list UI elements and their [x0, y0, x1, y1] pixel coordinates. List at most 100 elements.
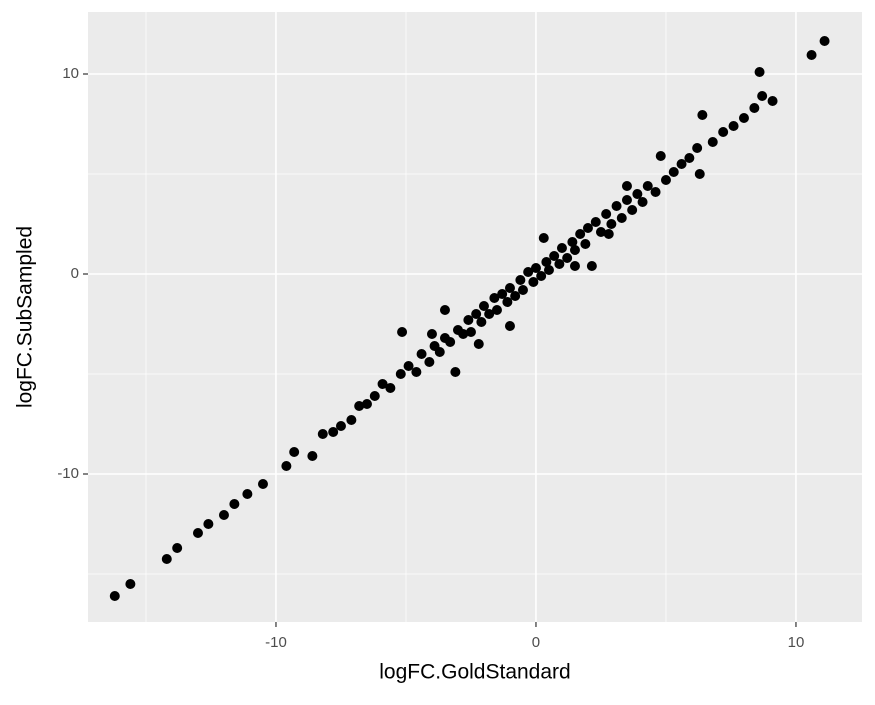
point — [515, 275, 526, 285]
point — [307, 451, 318, 461]
point — [549, 251, 560, 261]
point — [510, 291, 521, 301]
point — [504, 283, 515, 293]
point — [538, 233, 549, 243]
point — [543, 265, 554, 275]
point — [660, 175, 671, 185]
point — [806, 50, 817, 60]
point — [601, 209, 612, 219]
point — [328, 427, 339, 437]
x-tick-label: 10 — [788, 634, 805, 651]
point — [445, 337, 456, 347]
point — [465, 327, 476, 337]
point — [582, 223, 593, 233]
point — [523, 267, 534, 277]
point — [541, 257, 552, 267]
point — [463, 315, 474, 325]
point — [556, 243, 567, 253]
point — [257, 479, 268, 489]
point — [655, 151, 666, 161]
point — [606, 219, 617, 229]
point — [621, 181, 632, 191]
point — [424, 357, 435, 367]
point — [218, 510, 229, 520]
point — [491, 305, 502, 315]
point — [385, 383, 396, 393]
point — [476, 317, 487, 327]
point — [738, 113, 749, 123]
point — [289, 447, 300, 457]
y-tick-label: 0 — [71, 265, 79, 282]
point — [567, 237, 578, 247]
point — [590, 217, 601, 227]
point — [692, 143, 703, 153]
y-axis-title: logFC.SubSampled — [14, 226, 37, 408]
point — [377, 379, 388, 389]
point — [718, 127, 729, 137]
point — [361, 399, 372, 409]
point — [707, 137, 718, 147]
point — [517, 285, 528, 295]
point — [335, 421, 346, 431]
point — [434, 347, 445, 357]
point — [632, 189, 643, 199]
point — [242, 489, 253, 499]
point — [416, 349, 427, 359]
point — [502, 297, 513, 307]
point — [676, 159, 687, 169]
x-tick-label: -10 — [265, 634, 287, 651]
point — [569, 245, 580, 255]
point — [595, 227, 606, 237]
point — [109, 591, 120, 601]
point — [749, 103, 760, 113]
point — [354, 401, 365, 411]
point — [569, 261, 580, 271]
point — [528, 277, 539, 287]
point — [473, 339, 484, 349]
point — [819, 36, 830, 46]
point — [650, 187, 661, 197]
point — [458, 329, 469, 339]
point — [575, 229, 586, 239]
point — [369, 391, 380, 401]
y-tick-label: -10 — [57, 465, 79, 482]
point — [172, 543, 183, 553]
point — [637, 197, 648, 207]
point — [397, 327, 408, 337]
point — [668, 167, 679, 177]
point — [161, 554, 172, 564]
point — [426, 329, 437, 339]
point — [684, 153, 695, 163]
point — [125, 579, 136, 589]
point — [530, 263, 541, 273]
point — [478, 301, 489, 311]
point — [484, 309, 495, 319]
point — [471, 309, 482, 319]
point — [627, 205, 638, 215]
point — [611, 201, 622, 211]
point — [603, 229, 614, 239]
point — [580, 239, 591, 249]
point — [621, 195, 632, 205]
point — [497, 289, 508, 299]
point — [411, 367, 422, 377]
point — [489, 293, 500, 303]
point — [616, 213, 627, 223]
point — [203, 519, 214, 529]
point — [281, 461, 292, 471]
point — [562, 253, 573, 263]
point — [317, 429, 328, 439]
point — [694, 169, 705, 179]
point — [757, 91, 768, 101]
point — [192, 528, 203, 538]
point — [439, 305, 450, 315]
point — [642, 181, 653, 191]
point — [450, 367, 461, 377]
point — [229, 499, 240, 509]
point — [697, 110, 708, 120]
point — [554, 259, 565, 269]
point — [536, 271, 547, 281]
point — [767, 96, 778, 106]
